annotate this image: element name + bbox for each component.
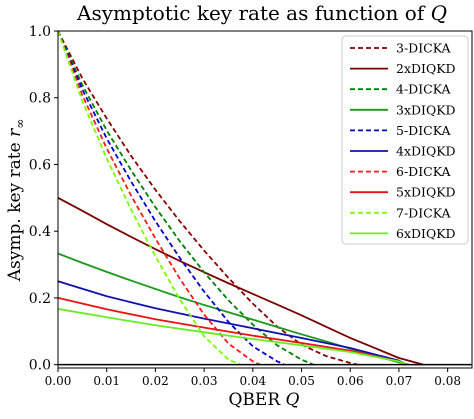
y-axis-label: Asymp. key rate r∞ — [5, 119, 27, 282]
y-tick-label: 0.8 — [29, 91, 51, 107]
y-tick-label: 0.0 — [29, 358, 51, 374]
legend-label-6-dicka: 6-DICKA — [396, 164, 452, 179]
x-axis-label: QBER Q — [229, 390, 300, 410]
x-tick-label: 0.08 — [434, 374, 461, 388]
y-tick-label: 0.6 — [29, 157, 51, 173]
series-lines — [57, 30, 424, 366]
chart-title: Asymptotic key rate as function of Q — [76, 1, 447, 25]
legend: 3-DICKA 2xDIQKD 4-DICKA 3xDIQKD 5-DICKA 4xDIQ… — [341, 35, 469, 245]
legend-label-4-dicka: 4-DICKA — [396, 82, 452, 97]
y-axis: 0.0 0.2 0.4 0.6 0.8 1.0 — [29, 24, 58, 374]
legend-label-2xdiqkd: 2xDIQKD — [396, 61, 456, 76]
y-tick-label: 0.4 — [29, 224, 51, 240]
y-tick-label: 0.2 — [29, 291, 51, 307]
series-line-6xdiqkd — [57, 308, 407, 366]
plot-area — [57, 30, 473, 369]
legend-label-3xdiqkd: 3xDIQKD — [396, 102, 456, 117]
legend-label-3-dicka: 3-DICKA — [396, 41, 452, 56]
x-tick-label: 0.06 — [337, 374, 364, 388]
legend-label-7-dicka: 7-DICKA — [396, 205, 452, 220]
series-line-5-dicka — [57, 30, 285, 366]
series-line-2xdiqkd — [57, 197, 424, 366]
series-line-3-dicka — [57, 30, 358, 366]
plot-frame — [57, 30, 473, 369]
y-tick-label: 1.0 — [29, 24, 51, 40]
series-line-3xdiqkd — [57, 252, 409, 366]
x-axis: 0.00 0.01 0.02 0.03 0.04 0.05 0.06 0.07 0.08 — [45, 368, 461, 388]
legend-label-5-dicka: 5-DICKA — [396, 123, 452, 138]
x-tick-label: 0.04 — [239, 374, 266, 388]
x-tick-label: 0.03 — [191, 374, 218, 388]
series-line-4xdiqkd — [57, 280, 407, 366]
x-tick-label: 0.07 — [386, 374, 413, 388]
legend-label-4xdiqkd: 4xDIQKD — [396, 144, 456, 159]
x-tick-label: 0.02 — [142, 374, 169, 388]
legend-label-5xdiqkd: 5xDIQKD — [396, 185, 456, 200]
series-line-7-dicka — [57, 30, 241, 366]
legend-items: 3-DICKA 2xDIQKD 4-DICKA 3xDIQKD 5-DICKA 4xDIQ… — [350, 41, 456, 241]
series-line-5xdiqkd — [57, 297, 407, 366]
legend-label-6xdiqkd: 6xDIQKD — [396, 226, 456, 241]
x-tick-label: 0.00 — [45, 374, 72, 388]
x-tick-label: 0.05 — [288, 374, 315, 388]
series-line-6-dicka — [57, 30, 261, 366]
x-tick-label: 0.01 — [93, 374, 120, 388]
